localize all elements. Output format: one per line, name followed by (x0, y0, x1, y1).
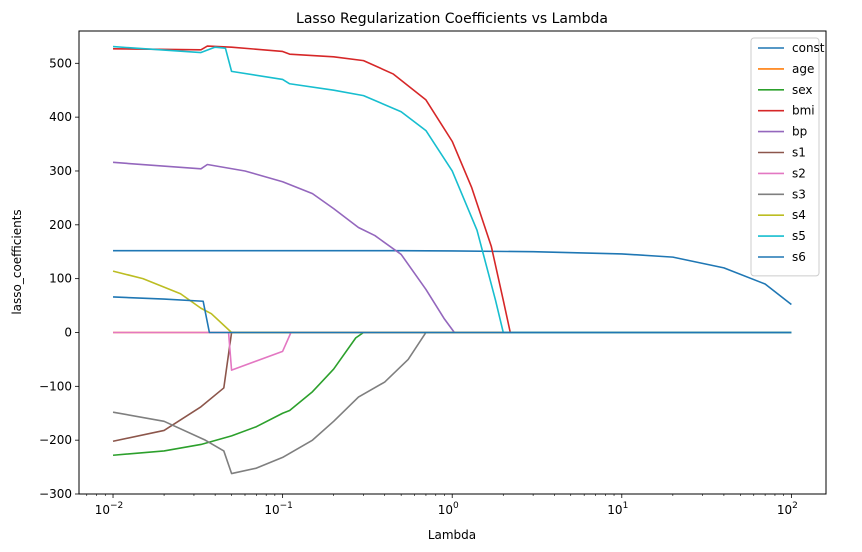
legend: const age sex bmi bp s1 s2 s3 s4 s5 s6 (750, 37, 825, 277)
x-tick-exponent: −2 (110, 501, 123, 511)
series-line-sex (112, 331, 792, 457)
y-axis-label: lasso_coefficients (10, 209, 24, 314)
legend-label-age: age (792, 62, 814, 76)
legend-label-s6: s6 (792, 250, 806, 264)
x-tick-label: 101 (607, 501, 628, 517)
legend-label-sex: sex (792, 83, 813, 97)
plot-frame (78, 30, 827, 495)
y-tick-label: −300 (39, 487, 72, 501)
x-axis: 10−2 10−1 100 101 102 (86, 494, 798, 517)
legend-label-bp: bp (792, 125, 807, 139)
series-layer (112, 45, 792, 475)
y-tick-label: 100 (49, 272, 72, 286)
y-tick-label: 300 (49, 164, 72, 178)
legend-label-bmi: bmi (792, 104, 815, 118)
legend-box (750, 37, 820, 277)
y-tick-label: 500 (49, 56, 72, 70)
x-axis-label: Lambda (428, 528, 476, 542)
x-tick-exponent: −1 (280, 501, 293, 511)
y-tick-label: 0 (64, 325, 72, 339)
series-line-s3 (112, 331, 792, 475)
x-tick-exponent: 1 (623, 501, 629, 511)
chart-title: Lasso Regularization Coefficients vs Lam… (296, 11, 608, 27)
series-line-s2 (113, 331, 792, 371)
x-tick-label: 10−1 (264, 501, 293, 517)
series-line-s5 (112, 45, 792, 334)
y-tick-label: 200 (49, 218, 72, 232)
x-tick-label: 100 (438, 501, 459, 517)
legend-label-s5: s5 (792, 229, 806, 243)
legend-label-s1: s1 (792, 146, 806, 160)
y-tick-label: −200 (39, 433, 72, 447)
series-line-bp (112, 161, 792, 334)
legend-label-const: const (792, 41, 825, 55)
legend-label-s2: s2 (792, 166, 806, 180)
legend-label-s4: s4 (792, 208, 806, 222)
series-line-s6 (112, 296, 792, 334)
x-tick-exponent: 0 (453, 501, 459, 511)
y-axis: 500 400 300 200 100 0 −100 −200 −300 (39, 56, 79, 501)
legend-label-s3: s3 (792, 187, 806, 201)
series-line-bmi (113, 45, 792, 334)
y-tick-label: 400 (49, 110, 72, 124)
x-tick-exponent: 2 (792, 501, 798, 511)
x-tick-label: 102 (777, 501, 798, 517)
x-tick-label: 10−2 (95, 501, 124, 517)
series-line-const (113, 249, 792, 306)
series-line-s1 (112, 331, 792, 443)
y-tick-label: −100 (39, 379, 72, 393)
series-line-s4 (112, 270, 792, 334)
